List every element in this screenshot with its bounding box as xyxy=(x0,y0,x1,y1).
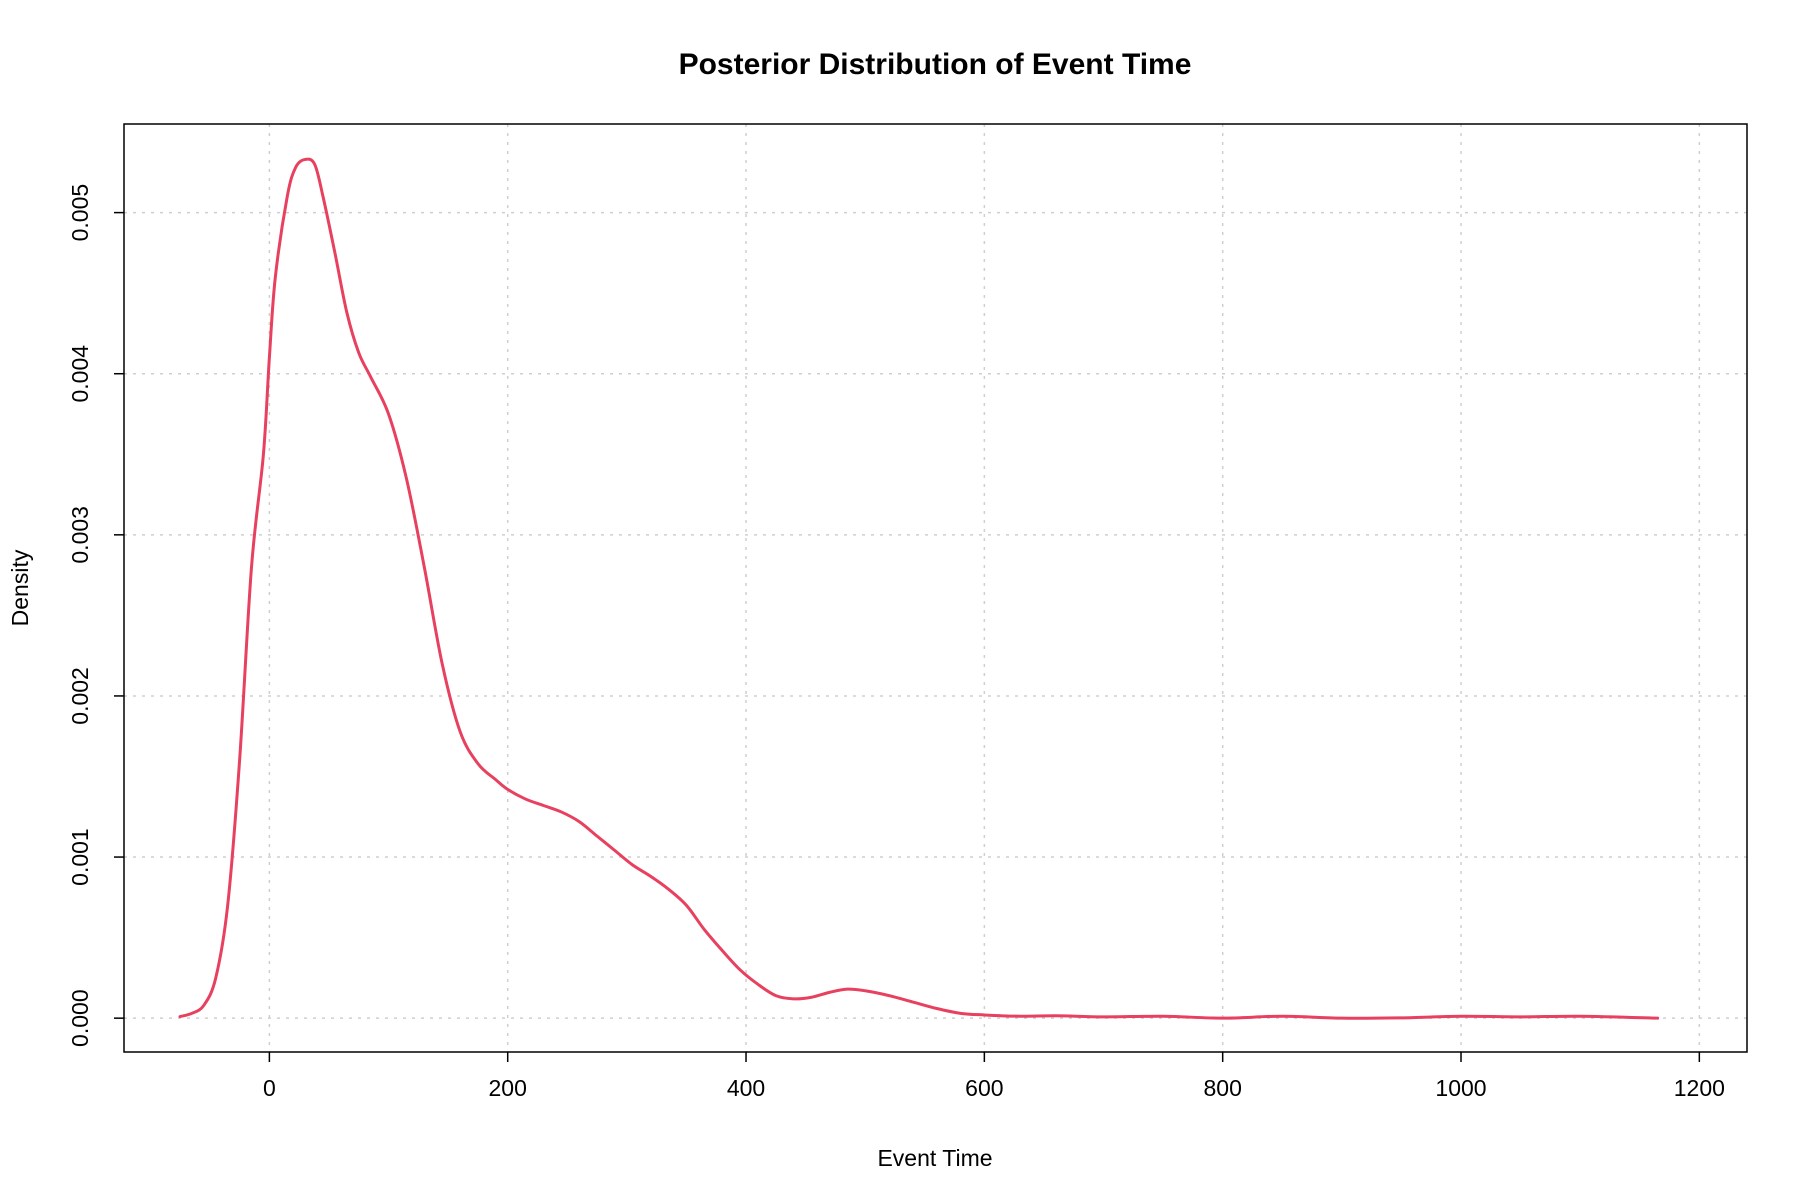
grid-layer xyxy=(124,124,1747,1052)
x-tick-label: 1000 xyxy=(1435,1075,1486,1101)
plot-frame xyxy=(123,123,1748,1053)
y-tick-label: 0.004 xyxy=(67,345,93,403)
x-tick-label: 600 xyxy=(965,1075,1003,1101)
y-tick-label: 0.003 xyxy=(67,506,93,564)
chart-title: Posterior Distribution of Event Time xyxy=(679,48,1192,81)
y-tick-label: 0.001 xyxy=(67,828,93,886)
x-tick-label: 200 xyxy=(489,1075,527,1101)
x-tick-label: 1200 xyxy=(1674,1075,1725,1101)
x-axis-label: Event Time xyxy=(877,1145,992,1171)
density-curve-line xyxy=(178,157,1660,1020)
y-tick-label: 0.000 xyxy=(67,989,93,1047)
axis-layer: 0 200 400 600 800 1000 1200 0.000 0.001 0.002 0.00… xyxy=(67,184,1725,1101)
series-layer xyxy=(178,157,1660,1020)
x-tick-label: 0 xyxy=(263,1075,276,1101)
x-tick-label: 800 xyxy=(1203,1075,1241,1101)
x-tick-label: 400 xyxy=(727,1075,765,1101)
y-tick-label: 0.005 xyxy=(67,184,93,242)
y-tick-label: 0.002 xyxy=(67,667,93,725)
y-axis-label: Density xyxy=(7,549,33,626)
